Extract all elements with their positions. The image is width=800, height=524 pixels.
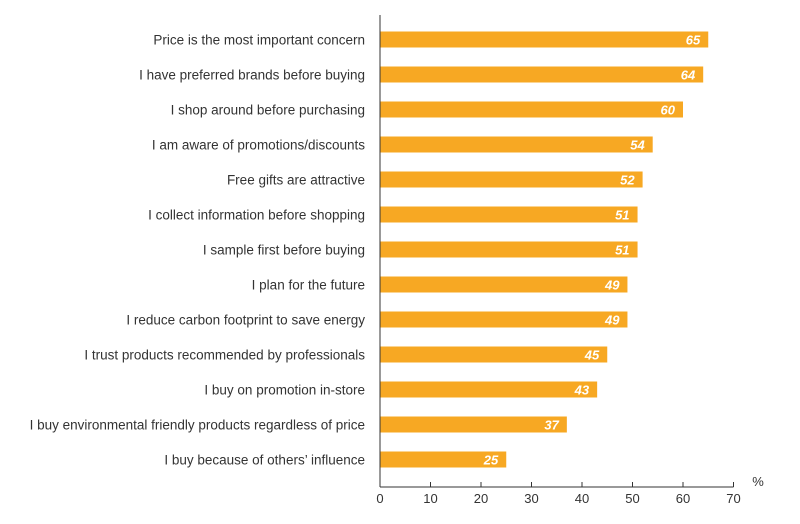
value-label: 64 [681, 68, 696, 83]
category-label: I trust products recommended by professi… [84, 348, 365, 363]
bar [380, 171, 643, 188]
bar [380, 416, 567, 433]
x-tick-label: 40 [575, 491, 589, 506]
category-label: I sample first before buying [203, 243, 365, 258]
bar [380, 31, 709, 48]
category-label: I reduce carbon footprint to save energy [126, 313, 365, 328]
bar [380, 101, 683, 118]
bar [380, 451, 507, 468]
value-labels: 65 64 60 54 52 51 51 49 49 45 43 37 25 [483, 33, 701, 468]
value-label: 49 [604, 278, 620, 293]
x-tick-label: 30 [524, 491, 538, 506]
value-label: 51 [615, 243, 629, 258]
value-label: 49 [604, 313, 620, 328]
category-label: I buy because of others’ influence [164, 453, 365, 468]
bar [380, 381, 598, 398]
value-label: 45 [584, 348, 600, 363]
category-label: I shop around before purchasing [171, 103, 365, 118]
x-tick-label: 0 [376, 491, 383, 506]
x-ticks: 0 10 20 30 40 50 60 70 [376, 482, 741, 506]
bar [380, 136, 653, 153]
category-label: I collect information before shopping [148, 208, 365, 223]
category-label: I have preferred brands before buying [139, 68, 365, 83]
x-tick-label: 10 [423, 491, 437, 506]
category-label: I am aware of promotions/discounts [152, 138, 365, 153]
x-tick-label: 70 [726, 491, 740, 506]
category-label: I buy on promotion in-store [204, 383, 365, 398]
bar [380, 346, 608, 363]
bar [380, 66, 704, 83]
category-label: Free gifts are attractive [227, 173, 365, 188]
bar [380, 311, 628, 328]
value-label: 54 [630, 138, 645, 153]
category-labels: Price is the most important concern I hav… [30, 33, 366, 468]
x-tick-label: 60 [676, 491, 690, 506]
category-label: Price is the most important concern [153, 33, 365, 48]
value-label: 37 [544, 418, 559, 433]
category-label: I buy environmental friendly products re… [30, 418, 365, 433]
bar [380, 276, 628, 293]
bars-group [380, 31, 709, 468]
value-label: 43 [574, 383, 590, 398]
x-tick-label: 50 [625, 491, 639, 506]
value-label: 52 [620, 173, 635, 188]
value-label: 60 [661, 103, 676, 118]
value-label: 51 [615, 208, 629, 223]
value-label: 25 [483, 453, 499, 468]
x-tick-label: 20 [474, 491, 488, 506]
x-axis-unit-label: % [752, 474, 764, 489]
category-label: I plan for the future [252, 278, 365, 293]
bar [380, 241, 638, 258]
bar [380, 206, 638, 223]
value-label: 65 [686, 33, 701, 48]
